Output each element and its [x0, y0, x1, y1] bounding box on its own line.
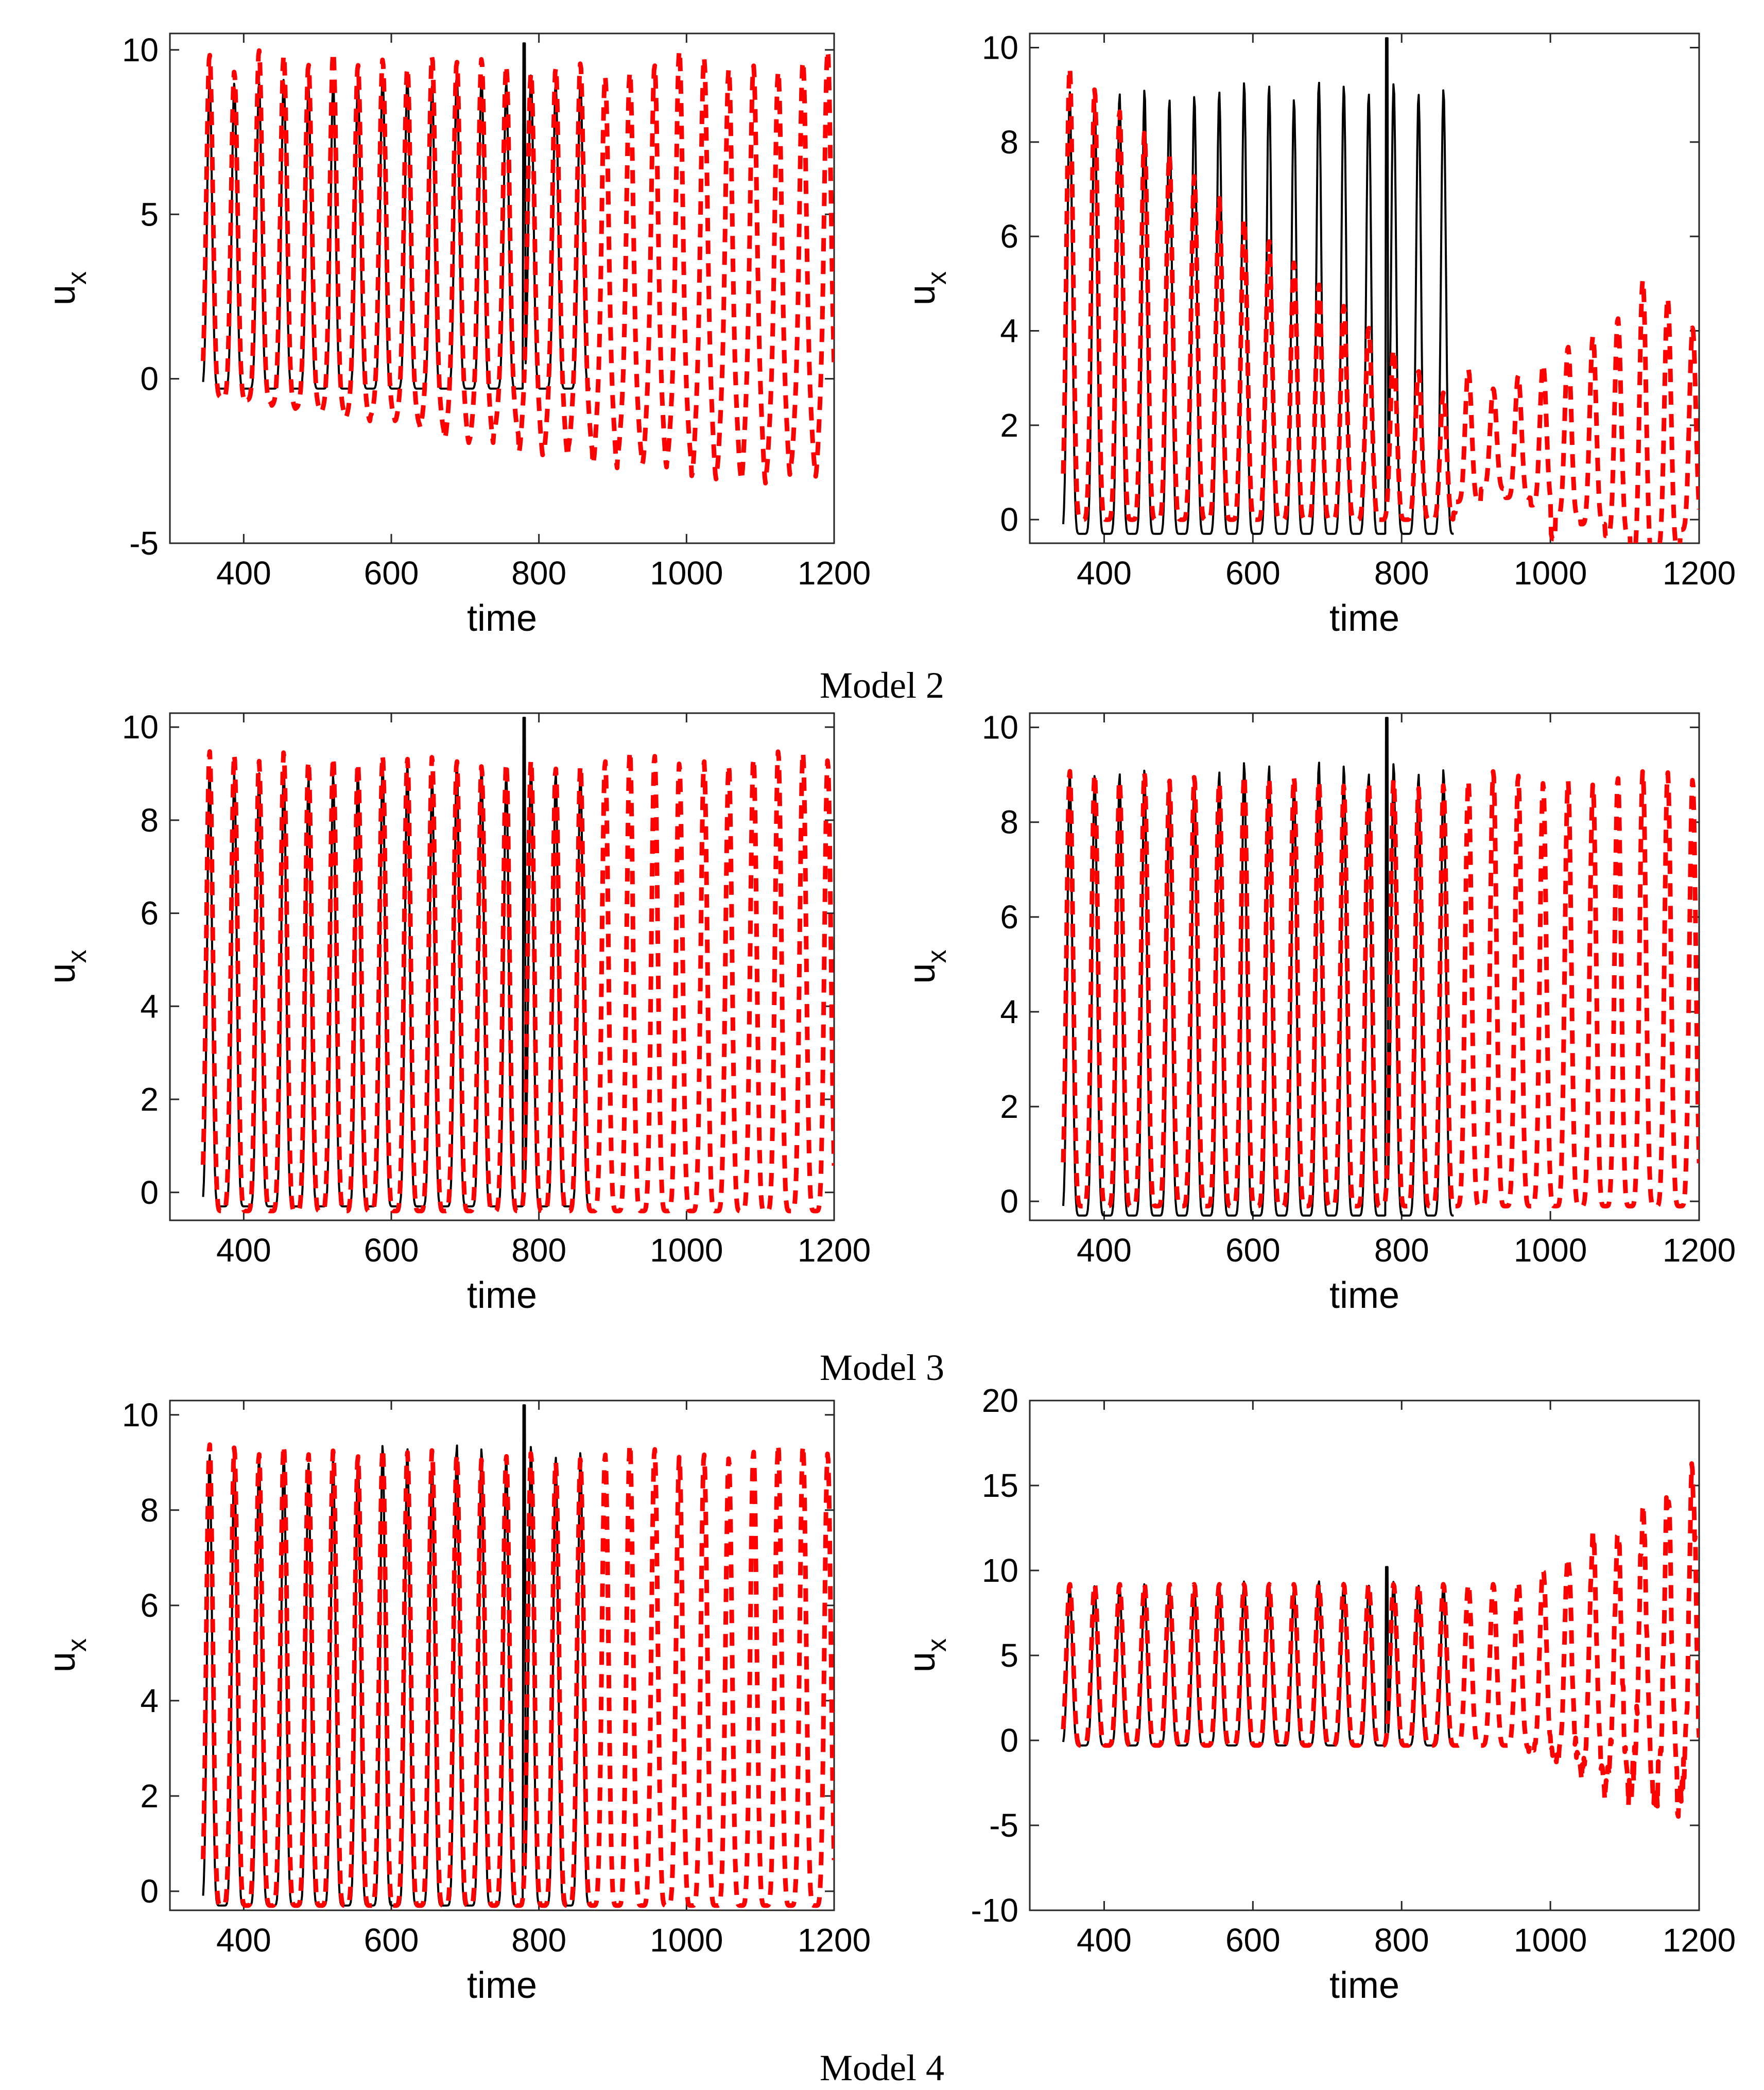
plot-frame: [1029, 32, 1700, 544]
y-tick-label: 8: [140, 1492, 159, 1529]
y-tick-label: 8: [140, 802, 159, 839]
series-reference: [1062, 37, 1454, 535]
x-tick-label: 800: [511, 555, 566, 592]
y-tick-label: 10: [982, 29, 1018, 66]
x-tick-label: 400: [1077, 1922, 1132, 1959]
x-tick-label: 400: [216, 1922, 271, 1959]
x-axis-label: time: [467, 598, 537, 639]
y-tick-label: 6: [140, 895, 159, 932]
x-axis-label: time: [467, 1965, 537, 2006]
x-tick-label: 800: [1374, 1922, 1429, 1959]
y-tick-label: 4: [140, 988, 159, 1025]
x-axis-label: time: [1329, 1275, 1399, 1316]
x-tick-label: 1000: [1514, 1922, 1587, 1959]
x-tick-label: 1200: [1663, 1232, 1736, 1269]
series-reference: [1062, 717, 1454, 1217]
y-tick-label: 0: [140, 360, 159, 398]
x-tick-label: 800: [1374, 1232, 1429, 1269]
plot-frame: [1029, 712, 1700, 1221]
y-tick-label: -5: [989, 1807, 1018, 1844]
x-tick-label: 1200: [798, 1922, 871, 1959]
x-tick-label: 600: [364, 1232, 419, 1269]
x-tick-label: 600: [364, 1922, 419, 1959]
y-tick-label: 2: [140, 1777, 159, 1815]
y-tick-label: 4: [1000, 313, 1018, 350]
chart-panel-row1-right: 400 600 800 1000 1200 0 2 4 6 8 10 time ux: [902, 29, 1736, 640]
x-tick-label: 1000: [650, 1232, 723, 1269]
caption-model-2: Model 2: [820, 665, 944, 706]
y-axis-label: ux: [902, 271, 952, 305]
caption-model-3: Model 3: [820, 1347, 944, 1388]
y-tick-label: 2: [140, 1081, 159, 1118]
y-axis-label: ux: [42, 271, 92, 305]
y-tick-label: -10: [971, 1892, 1019, 1929]
y-axis-label: ux: [42, 1638, 92, 1672]
y-tick-label: 20: [982, 1382, 1018, 1419]
y-axis-label: ux: [42, 949, 92, 983]
caption-model-4: Model 4: [820, 2047, 944, 2088]
x-tick-label: 600: [1225, 1922, 1281, 1959]
chart-panel-row2-left: 400 600 800 1000 1200 0 2 4 6 8 10 time ux: [42, 709, 871, 1316]
series-prediction: [201, 48, 834, 486]
y-tick-label: 0: [1000, 501, 1018, 538]
y-tick-label: 8: [1000, 804, 1018, 841]
x-tick-label: 1200: [1663, 1922, 1736, 1959]
plot-frame: [169, 1400, 835, 1911]
y-tick-label: 0: [1000, 1183, 1018, 1220]
y-tick-label: 6: [1000, 899, 1018, 936]
series-prediction: [201, 749, 834, 1214]
x-tick-label: 800: [511, 1922, 566, 1959]
x-tick-label: 1200: [1663, 555, 1736, 592]
x-tick-label: 600: [364, 555, 419, 592]
y-tick-label: 8: [1000, 124, 1018, 161]
plot-frame: [169, 712, 835, 1221]
x-axis-label: time: [467, 1275, 537, 1316]
y-tick-label: 5: [1000, 1637, 1018, 1674]
y-tick-label: 2: [1000, 1088, 1018, 1125]
x-tick-label: 1200: [798, 555, 871, 592]
y-axis-label: ux: [902, 949, 952, 983]
series-prediction: [1061, 769, 1699, 1208]
y-tick-label: 6: [1000, 218, 1018, 255]
y-tick-label: 0: [1000, 1722, 1018, 1759]
x-tick-label: 1000: [650, 555, 723, 592]
chart-panel-row3-right: 400 600 800 1000 1200 -10 -5 0 5 10 15 20 time ux: [902, 1382, 1736, 2006]
x-tick-label: 400: [1077, 555, 1132, 592]
x-tick-label: 800: [1374, 555, 1429, 592]
y-tick-label: 10: [122, 31, 159, 68]
y-tick-label: 10: [122, 709, 159, 746]
x-tick-label: 1000: [650, 1922, 723, 1959]
y-tick-label: -5: [129, 525, 159, 562]
y-tick-label: 5: [140, 196, 159, 233]
chart-panel-row3-left: 400 600 800 1000 1200 0 2 4 6 8 10 time ux: [42, 1396, 871, 2006]
y-tick-label: 4: [140, 1682, 159, 1719]
chart-panel-row1-left: 400 600 800 1000 1200 -5 0 5 10 time ux: [42, 31, 871, 639]
series-prediction: [1061, 1461, 1699, 1819]
x-tick-label: 1000: [1514, 1232, 1587, 1269]
x-tick-label: 800: [511, 1232, 566, 1269]
y-tick-label: 6: [140, 1587, 159, 1624]
chart-panel-row2-right: 400 600 800 1000 1200 0 2 4 6 8 10 time ux: [902, 709, 1736, 1316]
x-tick-label: 600: [1225, 1232, 1281, 1269]
x-axis-label: time: [1329, 1965, 1399, 2006]
y-tick-label: 10: [982, 709, 1018, 746]
x-tick-label: 600: [1225, 555, 1281, 592]
y-axis-label: ux: [902, 1638, 952, 1672]
x-tick-label: 400: [216, 1232, 271, 1269]
x-tick-label: 400: [216, 555, 271, 592]
x-axis-label: time: [1329, 598, 1399, 639]
y-tick-label: 0: [140, 1873, 159, 1910]
y-tick-label: 15: [982, 1467, 1018, 1504]
series-prediction: [201, 1442, 834, 1908]
y-tick-label: 10: [122, 1396, 159, 1433]
y-tick-label: 10: [982, 1552, 1018, 1589]
x-tick-label: 400: [1077, 1232, 1132, 1269]
y-tick-label: 0: [140, 1174, 159, 1211]
y-tick-label: 2: [1000, 407, 1018, 444]
series-prediction: [1061, 66, 1699, 543]
y-tick-label: 4: [1000, 993, 1018, 1030]
x-tick-label: 1200: [798, 1232, 871, 1269]
x-tick-label: 1000: [1514, 555, 1587, 592]
